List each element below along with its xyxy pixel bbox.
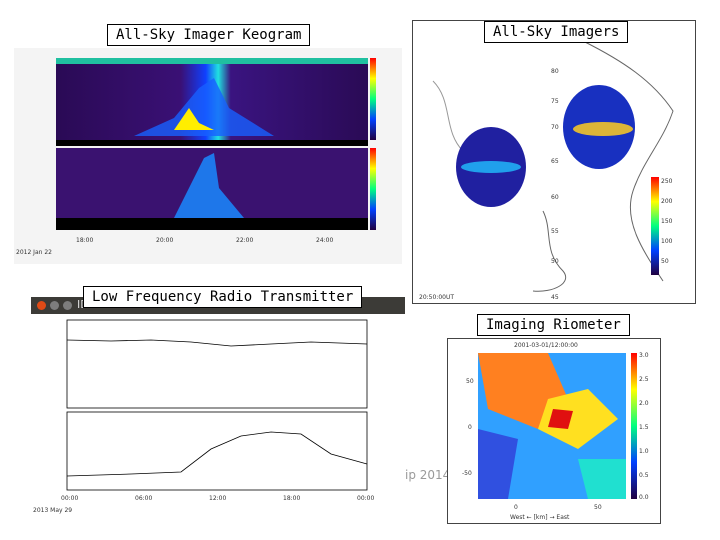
imagers-lat-label: 75	[551, 98, 559, 105]
riometer-colorbar	[631, 353, 637, 499]
radio-upper-axes	[66, 319, 368, 409]
keogram-time-tick: 22:00	[236, 237, 253, 244]
keogram-upper-aurora	[134, 78, 274, 136]
radio-plot: 00:00 06:00 12:00 18:00 00:00 2013 May 2…	[33, 319, 374, 514]
radio-window-title: ID	[77, 298, 89, 311]
riometer-cold-se	[578, 459, 626, 499]
keogram-time-tick: 20:00	[156, 237, 173, 244]
radio-time-tick: 18:00	[283, 495, 300, 502]
radio-time-tick: 00:00	[357, 495, 374, 502]
imagers-coastline-west	[432, 80, 464, 152]
riometer-x-tick: 0	[514, 504, 518, 511]
imagers-lat-label: 50	[551, 258, 559, 265]
imagers-lat-label: 80	[551, 68, 559, 75]
keogram-image: 18:00 20:00 22:00 24:00 2012 Jan 22	[16, 58, 376, 256]
riometer-colorbar-tick: 1.0	[639, 448, 649, 455]
radio-time-tick: 06:00	[135, 495, 152, 502]
riometer-colorbar-tick: 3.0	[639, 352, 649, 359]
riometer-title: 2001-03-01/12:00:00	[514, 342, 578, 349]
imagers-lat-label: 65	[551, 158, 559, 165]
riometer-hotspot-center	[538, 389, 618, 449]
radio-lower-trace	[66, 431, 368, 477]
imagers-panel: 250 200 150 100 50 80 75 70 65 60 55 50 …	[412, 20, 696, 304]
imagers-label: All-Sky Imagers	[484, 21, 629, 43]
keogram-top-band	[56, 58, 368, 64]
keogram-date-label: 2012 Jan 22	[16, 249, 52, 256]
keogram-time-tick: 18:00	[76, 237, 93, 244]
imagers-lat-label: 45	[551, 294, 559, 301]
riometer-colorbar-tick: 0.5	[639, 472, 649, 479]
imagers-colorbar-tick: 50	[661, 258, 669, 265]
footer-fragment: ip 2014	[405, 468, 451, 482]
riometer-xlabel: West ← [km] → East	[510, 514, 570, 521]
window-maximize-button[interactable]	[63, 301, 72, 310]
imagers-lat-label: 60	[551, 194, 559, 201]
riometer-colorbar-tick: 2.0	[639, 400, 649, 407]
window-close-button[interactable]	[37, 301, 46, 310]
riometer-panel: 2001-03-01/12:00:00 3.0 2.5 2.0 1.5 1.0 …	[447, 338, 661, 524]
riometer-colorbar-tick: 1.5	[639, 424, 649, 431]
radio-panel: 00:00 06:00 12:00 18:00 00:00 2013 May 2…	[31, 314, 405, 520]
radio-lower-axes	[66, 411, 368, 491]
keogram-gap	[56, 140, 368, 146]
imagers-coastline-south	[532, 210, 566, 292]
imagers-coastline	[582, 40, 674, 282]
riometer-colorbar-tick: 2.5	[639, 376, 649, 383]
radio-label: Low Frequency Radio Transmitter	[83, 286, 363, 308]
imagers-lat-label: 70	[551, 124, 559, 131]
radio-time-tick: 12:00	[209, 495, 226, 502]
imagers-colorbar-tick: 200	[661, 198, 673, 205]
keogram-time-tick: 24:00	[316, 237, 333, 244]
riometer-colorbar-tick: 0.0	[639, 494, 649, 501]
imager-disc-west-arc	[461, 161, 521, 173]
riometer-cold-sw	[478, 429, 518, 499]
riometer-plot: 2001-03-01/12:00:00 3.0 2.5 2.0 1.5 1.0 …	[462, 342, 649, 521]
imagers-colorbar-tick: 250	[661, 178, 673, 185]
keogram-colorbar-lower	[370, 148, 376, 230]
riometer-label: Imaging Riometer	[477, 314, 630, 336]
imagers-colorbar	[651, 177, 659, 275]
riometer-y-tick: 50	[466, 378, 474, 385]
imagers-map: 250 200 150 100 50 80 75 70 65 60 55 50 …	[419, 40, 674, 301]
imagers-colorbar-tick: 150	[661, 218, 673, 225]
window-minimize-button[interactable]	[50, 301, 59, 310]
keogram-upper-aurora-core	[174, 108, 214, 130]
riometer-hotspot-core	[548, 409, 573, 429]
radio-upper-trace	[66, 339, 368, 347]
keogram-label: All-Sky Imager Keogram	[107, 24, 311, 46]
riometer-y-tick: -50	[462, 470, 472, 477]
radio-time-tick: 00:00	[61, 495, 78, 502]
imagers-lat-label: 55	[551, 228, 559, 235]
keogram-colorbar-upper	[370, 58, 376, 140]
imagers-timestamp: 20:50:00UT	[419, 294, 454, 301]
imager-disc-east-arc	[573, 122, 633, 136]
riometer-y-tick: 0	[468, 424, 472, 431]
keogram-panel: 18:00 20:00 22:00 24:00 2012 Jan 22	[14, 48, 402, 264]
keogram-lower-aurora	[174, 153, 244, 218]
imagers-colorbar-tick: 100	[661, 238, 673, 245]
keogram-lower-dark-band	[56, 218, 368, 230]
radio-date-label: 2013 May 29	[33, 507, 72, 514]
riometer-x-tick: 50	[594, 504, 602, 511]
